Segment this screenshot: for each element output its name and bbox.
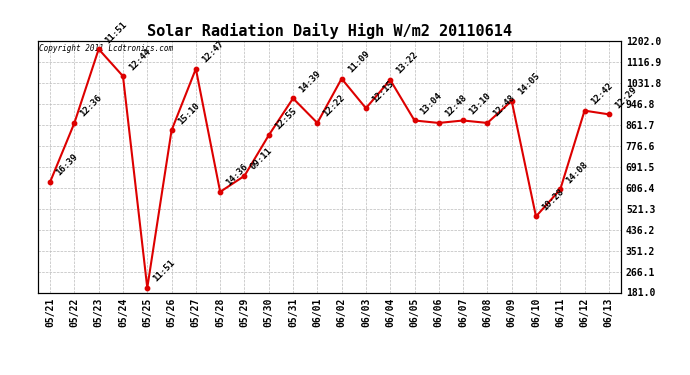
Point xyxy=(45,179,56,185)
Point xyxy=(385,77,396,83)
Point xyxy=(482,120,493,126)
Point xyxy=(433,120,444,126)
Text: 14:08: 14:08 xyxy=(564,160,590,185)
Text: 12:15: 12:15 xyxy=(370,79,395,104)
Point xyxy=(555,186,566,192)
Point xyxy=(117,73,128,79)
Text: 10:28: 10:28 xyxy=(540,187,566,212)
Text: 11:09: 11:09 xyxy=(346,49,371,75)
Point xyxy=(288,95,299,101)
Text: 15:10: 15:10 xyxy=(176,101,201,126)
Point xyxy=(93,46,104,52)
Text: 12:42: 12:42 xyxy=(589,81,614,106)
Text: 12:55: 12:55 xyxy=(273,106,298,131)
Text: 12:48: 12:48 xyxy=(491,93,517,119)
Text: 13:22: 13:22 xyxy=(395,50,420,76)
Text: 09:11: 09:11 xyxy=(248,146,274,172)
Point xyxy=(312,120,323,126)
Text: 12:44: 12:44 xyxy=(127,46,152,72)
Point xyxy=(69,120,80,126)
Text: 11:51: 11:51 xyxy=(151,258,177,284)
Text: 12:36: 12:36 xyxy=(79,93,104,119)
Text: 12:48: 12:48 xyxy=(443,93,469,119)
Text: 11:51: 11:51 xyxy=(103,20,128,45)
Text: 12:47: 12:47 xyxy=(200,39,226,64)
Point xyxy=(190,66,201,72)
Point xyxy=(239,173,250,179)
Point xyxy=(457,117,469,123)
Point xyxy=(409,117,420,123)
Point xyxy=(603,111,614,117)
Point xyxy=(336,76,347,82)
Text: 12:29: 12:29 xyxy=(613,85,638,110)
Point xyxy=(263,132,274,138)
Text: 12:22: 12:22 xyxy=(322,93,347,119)
Text: 13:04: 13:04 xyxy=(419,91,444,116)
Text: 13:10: 13:10 xyxy=(467,91,493,116)
Text: 14:05: 14:05 xyxy=(516,71,541,97)
Title: Solar Radiation Daily High W/m2 20110614: Solar Radiation Daily High W/m2 20110614 xyxy=(147,23,512,39)
Text: 14:36: 14:36 xyxy=(224,162,250,188)
Point xyxy=(531,213,542,219)
Point xyxy=(360,105,371,111)
Point xyxy=(579,108,590,114)
Point xyxy=(506,98,518,104)
Point xyxy=(141,285,152,291)
Text: 14:39: 14:39 xyxy=(297,69,322,94)
Point xyxy=(166,128,177,134)
Text: Copyright 2011 Lcdtronics.com: Copyright 2011 Lcdtronics.com xyxy=(39,44,173,53)
Text: 16:39: 16:39 xyxy=(55,153,79,178)
Point xyxy=(215,189,226,195)
